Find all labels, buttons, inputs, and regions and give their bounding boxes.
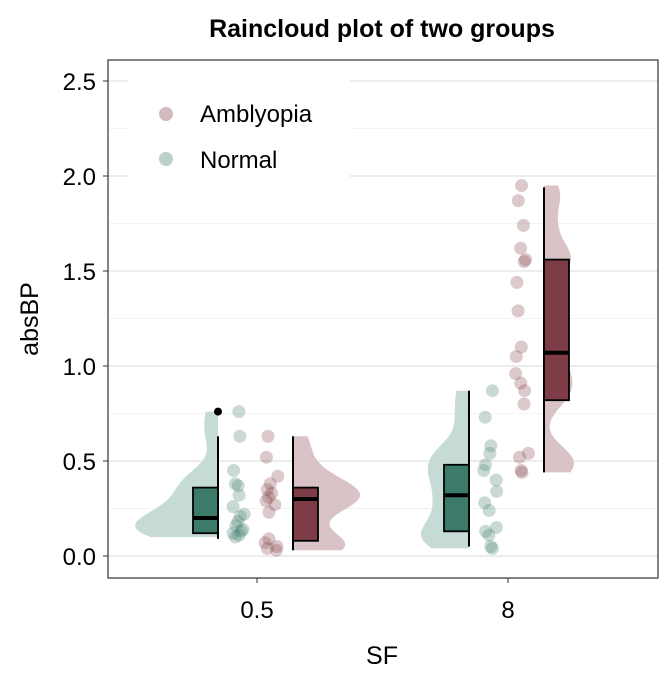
amblyopia-data-point	[517, 397, 531, 411]
amblyopia-box	[543, 258, 570, 402]
y-tick-label: 0.5	[63, 449, 96, 476]
normal-data-point	[226, 500, 240, 514]
amblyopia-data-point	[519, 253, 533, 267]
amblyopia-data-point	[518, 384, 532, 398]
amblyopia-data-point	[261, 429, 275, 443]
amblyopia-data-point	[259, 450, 273, 464]
chart-title: Raincloud plot of two groups	[209, 15, 555, 43]
amblyopia-data-point	[262, 490, 276, 504]
amblyopia-data-point	[514, 376, 528, 390]
normal-data-point	[237, 507, 251, 521]
legend-key-amblyopia	[159, 107, 173, 121]
normal-data-point	[236, 522, 250, 536]
y-axis-label: absBP	[16, 282, 44, 356]
amblyopia-data-point	[269, 543, 283, 557]
amblyopia-data-point	[265, 486, 279, 500]
amblyopia-data-point	[514, 241, 528, 255]
x-tick-label: 0.5	[240, 597, 273, 624]
normal-data-point	[484, 439, 498, 453]
amblyopia-data-point	[263, 477, 277, 491]
normal-data-point	[490, 484, 504, 498]
normal-data-point	[478, 410, 492, 424]
legend-background	[128, 68, 350, 178]
normal-data-point	[478, 496, 492, 510]
normal-data-point	[226, 526, 240, 540]
outlier-point	[214, 407, 222, 416]
y-tick-label: 2.0	[63, 164, 96, 191]
normal-data-point	[232, 405, 246, 419]
normal-data-point	[233, 509, 247, 523]
amblyopia-data-point	[517, 255, 531, 268]
legend-label-normal: Normal	[200, 147, 277, 174]
normal-box	[443, 463, 470, 533]
amblyopia-box	[292, 486, 319, 542]
amblyopia-data-point	[260, 483, 274, 496]
amblyopia-data-point	[509, 367, 523, 381]
y-tick-label: 1.0	[63, 354, 96, 381]
normal-data-point	[234, 524, 248, 538]
normal-data-point	[227, 464, 241, 477]
amblyopia-data-point	[516, 218, 530, 232]
legend-label-amblyopia: Amblyopia	[200, 101, 313, 128]
amblyopia-data-point	[262, 532, 276, 546]
amblyopia-data-point	[260, 541, 274, 555]
amblyopia-data-point	[515, 465, 529, 479]
normal-data-point	[231, 479, 245, 493]
normal-data-point	[489, 521, 503, 534]
normal-data-point	[477, 464, 491, 477]
y-tick-label: 2.5	[63, 69, 96, 96]
normal-data-point	[484, 540, 498, 553]
y-tick-label: 0.0	[63, 544, 96, 571]
x-axis-label: SF	[366, 642, 398, 670]
normal-data-point	[482, 528, 496, 542]
normal-data-point	[229, 519, 243, 533]
amblyopia-data-point	[268, 498, 282, 512]
normal-data-point	[233, 429, 247, 443]
normal-data-point	[485, 541, 499, 555]
amblyopia-data-point	[511, 194, 525, 208]
amblyopia-data-point	[258, 536, 272, 550]
normal-data-point	[478, 458, 492, 472]
normal-data-point	[231, 515, 245, 529]
amblyopia-data-point	[271, 469, 285, 483]
amblyopia-data-point	[262, 505, 276, 519]
normal-data-point	[232, 488, 246, 502]
amblyopia-data-point	[515, 179, 529, 192]
plot-panel	[107, 59, 659, 579]
amblyopia-data-point	[509, 350, 523, 363]
normal-data-point	[485, 384, 499, 398]
normal-data-point	[483, 446, 497, 460]
amblyopia-data-point	[259, 494, 273, 508]
amblyopia-data-point	[510, 275, 524, 289]
amblyopia-data-point	[514, 464, 528, 477]
x-tick-label: 8	[501, 597, 514, 624]
normal-data-point	[228, 530, 242, 544]
normal-data-point	[228, 477, 242, 491]
y-tick-label: 1.5	[63, 259, 96, 286]
amblyopia-data-point	[514, 340, 528, 354]
normal-data-point	[479, 524, 493, 538]
legend-key-normal	[159, 152, 173, 166]
amblyopia-data-point	[511, 304, 525, 318]
legend: Amblyopia Normal	[128, 68, 350, 178]
amblyopia-data-point	[521, 446, 535, 460]
normal-data-point	[232, 528, 246, 542]
normal-data-point	[482, 503, 496, 517]
amblyopia-data-point	[513, 450, 527, 464]
normal-data-point	[489, 473, 503, 487]
normal-box	[192, 486, 219, 535]
amblyopia-data-point	[270, 540, 284, 553]
